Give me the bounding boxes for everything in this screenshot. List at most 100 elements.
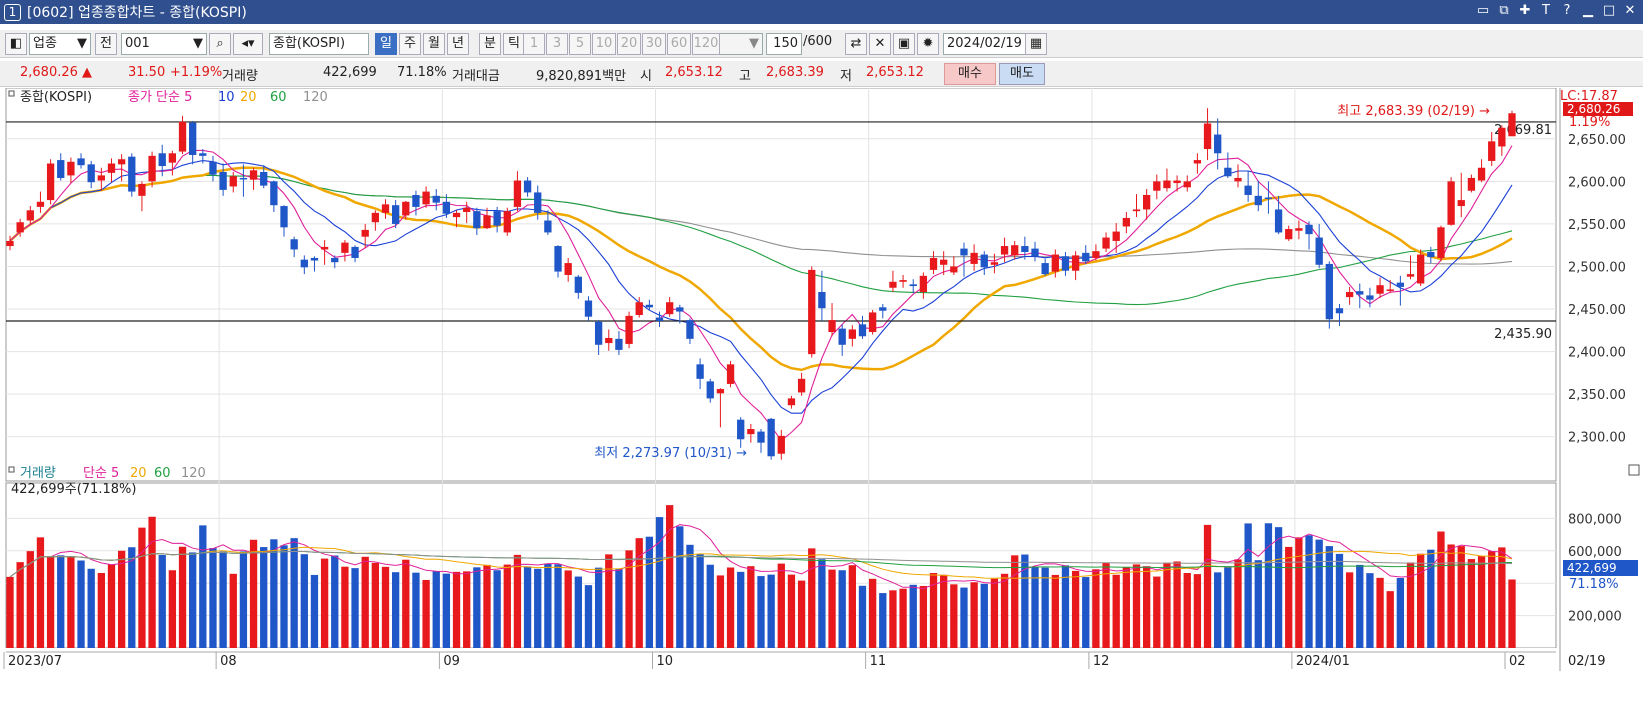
candle-body xyxy=(1345,292,1354,298)
price-legend-ma20: 20 xyxy=(240,90,257,105)
code-input[interactable]: 001 ▼ xyxy=(121,33,207,55)
price-y-tick: 2,550.00 xyxy=(1568,218,1626,233)
interval-120-button[interactable]: 120 xyxy=(692,33,720,55)
layout-icon[interactable]: ▭ xyxy=(1476,3,1490,18)
volume-bar xyxy=(737,571,745,648)
minimize-icon[interactable]: ▁ xyxy=(1583,3,1593,18)
chart-area[interactable]: 2,650.00 2,600.00 2,550.00 2,500.00 2,450.00… xyxy=(0,87,1643,704)
maximize-icon[interactable]: □ xyxy=(1602,3,1616,18)
candle-body xyxy=(564,263,572,275)
calendar-icon[interactable]: ▦ xyxy=(1025,33,1047,55)
period-1-button[interactable]: 주 xyxy=(399,33,421,55)
candle-body xyxy=(300,259,308,268)
interval-30-button[interactable]: 30 xyxy=(642,33,666,55)
volume-bar xyxy=(544,563,552,648)
candle-body xyxy=(584,300,593,317)
volume-bar xyxy=(391,572,400,648)
candle-body xyxy=(1193,160,1202,164)
candle-body xyxy=(625,315,633,344)
candle-body xyxy=(716,389,725,394)
volume-bar xyxy=(1427,549,1435,648)
compare-icon[interactable]: ⇄ xyxy=(845,33,867,55)
volume-label: 거래량 xyxy=(222,69,258,84)
interval-20-button[interactable]: 20 xyxy=(617,33,641,55)
close-icon[interactable]: ✕ xyxy=(1624,3,1636,18)
chevron-down-icon: ▼ xyxy=(77,36,87,51)
volume-bar xyxy=(513,554,522,648)
volume-bar xyxy=(1437,531,1445,648)
market-type-select[interactable]: 업종 ▼ xyxy=(29,33,91,55)
period-2-button[interactable]: 월 xyxy=(423,33,445,55)
chart-canvas[interactable]: 2,650.00 2,600.00 2,550.00 2,500.00 2,450.00… xyxy=(0,87,1643,704)
volume-bar xyxy=(138,527,146,648)
pin-icon[interactable]: ✚ xyxy=(1519,3,1531,18)
period-0-button[interactable]: 일 xyxy=(375,33,397,55)
volume-bar xyxy=(422,579,430,648)
candle-body xyxy=(6,240,14,247)
candle-body xyxy=(513,180,522,207)
interval-10-button[interactable]: 10 xyxy=(592,33,616,55)
x-axis-label: 2023/07 xyxy=(8,654,62,669)
volume-bar xyxy=(1406,562,1415,648)
interval-60-button[interactable]: 60 xyxy=(667,33,691,55)
toolbar: ◧ 업종 ▼ 전 001 ▼ ⌕ ◂▾ 종합(KOSPI) ▼ 150 /600… xyxy=(0,30,1643,58)
candle-body xyxy=(808,269,816,355)
amount-value: 9,820,891백만 xyxy=(536,69,627,84)
interval-dropdown[interactable]: ▼ xyxy=(713,33,763,55)
amount-label: 거래대금 xyxy=(452,69,500,84)
candle-body xyxy=(1508,113,1516,137)
candle-body xyxy=(1224,167,1232,177)
volume-bar xyxy=(87,568,95,648)
period-5-button[interactable]: 틱 xyxy=(503,33,525,55)
volume-bar xyxy=(361,556,369,648)
candle-body xyxy=(148,155,156,182)
sound-icon[interactable]: ◂▾ xyxy=(233,33,263,55)
search-icon[interactable]: ⌕ xyxy=(209,33,231,55)
period-3-button[interactable]: 년 xyxy=(447,33,469,55)
candle-body xyxy=(1153,181,1161,191)
volume-bar xyxy=(1305,535,1313,648)
volume-current: 422,699주(71.18%) xyxy=(11,482,136,497)
volume-bar xyxy=(1477,556,1486,648)
gear-icon[interactable]: ✹ xyxy=(917,33,939,55)
candle-body xyxy=(899,280,907,282)
help-icon[interactable]: ? xyxy=(1563,3,1571,18)
volume-bar xyxy=(1082,577,1090,648)
candle-body xyxy=(189,122,197,155)
volume-bar xyxy=(1295,537,1303,648)
candle-body xyxy=(67,161,75,176)
volume-bar xyxy=(838,570,846,648)
panel-toggle-icon[interactable]: ◧ xyxy=(5,33,27,55)
all-button[interactable]: 전 xyxy=(95,33,117,55)
text-icon[interactable]: T xyxy=(1542,3,1550,18)
volume-bar xyxy=(199,525,207,648)
volume-bar xyxy=(483,564,491,648)
volume-bar xyxy=(57,555,65,648)
interval-1-button[interactable]: 1 xyxy=(523,33,545,55)
price-panel-frame xyxy=(5,87,1557,482)
sell-button[interactable]: 매도 xyxy=(999,63,1045,85)
count-input[interactable]: 150 xyxy=(766,33,802,55)
price-ma-10-line xyxy=(9,160,1513,414)
draw-icon[interactable]: ✕ xyxy=(869,33,891,55)
candle-body xyxy=(1214,134,1222,154)
candle-body xyxy=(432,195,440,203)
volume-bar xyxy=(1274,527,1283,648)
period-4-button[interactable]: 분 xyxy=(479,33,501,55)
candle-body xyxy=(1376,285,1384,294)
volume-bar xyxy=(1396,578,1405,648)
interval-3-button[interactable]: 3 xyxy=(546,33,568,55)
volume-y-tick: 200,000 xyxy=(1568,610,1622,625)
candle-body xyxy=(168,153,177,163)
date-input[interactable]: 2024/02/19 xyxy=(943,33,1027,55)
copy-window-icon[interactable]: ⧉ xyxy=(1499,3,1509,18)
volume-bar xyxy=(371,562,380,648)
interval-5-button[interactable]: 5 xyxy=(569,33,591,55)
volume-bar xyxy=(402,559,410,648)
volume-bar xyxy=(828,569,836,648)
buy-button[interactable]: 매수 xyxy=(944,63,996,85)
volume-value: 422,699 xyxy=(323,65,377,80)
volume-bar xyxy=(858,585,867,648)
price-ma-20-line xyxy=(9,166,1513,372)
save-icon[interactable]: ▣ xyxy=(893,33,915,55)
